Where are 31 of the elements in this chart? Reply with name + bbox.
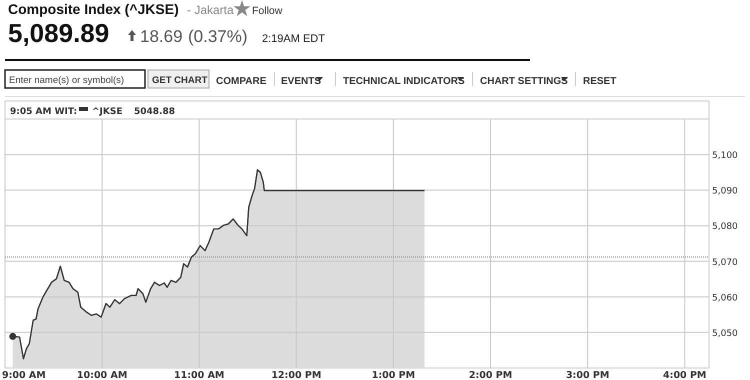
y-tick-label: 5,060	[712, 293, 738, 304]
text: EVENTS	[281, 76, 322, 87]
text: COMPARE	[216, 76, 267, 87]
text: 9:05 AM WIT:	[10, 107, 78, 117]
y-tick-label: 5,050	[712, 328, 738, 339]
x-tick-label: 9:00 AM	[2, 370, 46, 380]
x-tick-label: 11:00 AM	[174, 370, 224, 380]
x-tick-label: 3:00 PM	[566, 370, 610, 380]
text: (0.37%)	[188, 27, 248, 46]
y-tick-label: 5,090	[712, 186, 738, 197]
text: Follow	[252, 5, 283, 17]
x-tick-label: 2:00 PM	[468, 370, 512, 380]
chart-subtitle: - Jakarta	[187, 3, 234, 17]
text: RESET	[583, 76, 616, 87]
text: GET CHART	[152, 75, 208, 86]
y-tick-label: 5,100	[712, 151, 738, 162]
y-tick-label: 5,080	[712, 222, 738, 232]
text: 18.69	[140, 27, 183, 46]
x-tick-label: 4:00 PM	[663, 370, 706, 380]
legend-label: ^JKSE	[92, 107, 122, 117]
x-tick-label: 12:00 PM	[271, 370, 322, 380]
text: 5,089.89	[8, 18, 110, 48]
x-tick-label: 1:00 PM	[372, 370, 416, 380]
y-tick-label: 5,070	[712, 258, 738, 268]
text: 5048.88	[134, 107, 175, 117]
x-tick-label: 10:00 AM	[76, 370, 128, 380]
text: Enter name(s) or symbol(s)	[9, 75, 124, 86]
text: TECHNICAL INDICATORS	[343, 76, 465, 87]
text: CHART SETTINGS	[480, 76, 568, 87]
text: 2:19AM EDT	[262, 33, 326, 45]
chart-title: Composite Index (^JKSE)	[8, 1, 179, 17]
